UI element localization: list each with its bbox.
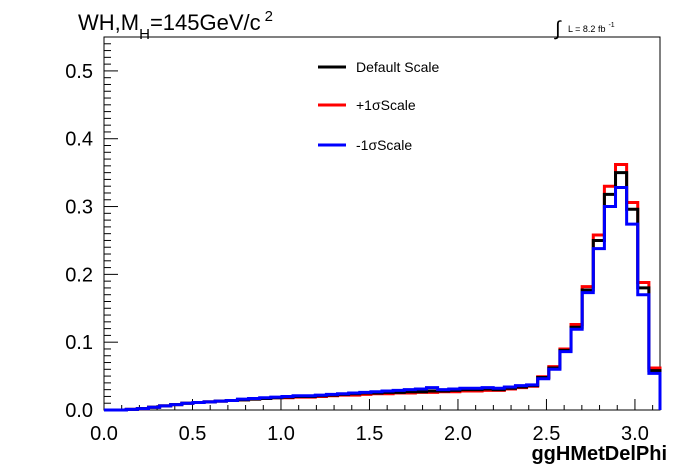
chart-title-tail: =145GeV/c (150, 10, 261, 35)
chart-title-subscript: H (139, 26, 150, 43)
histograms-layer (104, 163, 662, 412)
ticks-layer: 0.0 0.5 1.0 1.5 2.0 2.5 3.0 0.0 0.1 0.2 0.3 0.4 0.5 (65, 36, 654, 445)
legend-label: Default Scale (356, 59, 439, 75)
chart-title-superscript: 2 (265, 8, 273, 25)
y-tick-label: 0.1 (65, 332, 93, 354)
y-tick-label: 0.2 (65, 264, 93, 286)
integral-sign: ∫ (554, 18, 562, 40)
x-tick-label: 0.0 (90, 423, 118, 445)
luminosity-value: L = 8.2 fb (568, 24, 605, 34)
x-tick-label: 2.0 (444, 423, 472, 445)
luminosity-superscript: -1 (608, 22, 614, 29)
x-axis-label: ggHMetDelPhi (531, 443, 667, 465)
legend-label: +1σScale (356, 97, 416, 113)
legend: Default Scale +1σScale -1σScale (318, 59, 439, 153)
chart-title: WH,MH=145GeV/c 2 (78, 8, 273, 43)
y-tick-label: 0.4 (65, 129, 93, 151)
legend-label: -1σScale (356, 137, 412, 153)
y-tick-label: 0.0 (65, 400, 93, 422)
x-tick-label: 0.5 (179, 423, 207, 445)
x-tick-label: 2.5 (533, 423, 561, 445)
y-tick-label: 0.5 (65, 61, 93, 83)
histogram-series-minus-1sigma-scale (104, 186, 662, 412)
plot-frame (103, 36, 661, 411)
luminosity-label: ∫ L = 8.2 fb -1 (554, 18, 615, 40)
luminosity-text: L = 8.2 fb -1 (568, 22, 615, 34)
chart-title-main: WH,M (78, 10, 139, 35)
y-tick-label: 0.3 (65, 197, 93, 219)
x-tick-label: 1.5 (356, 423, 384, 445)
x-tick-label: 3.0 (621, 423, 649, 445)
x-tick-label: 1.0 (267, 423, 295, 445)
